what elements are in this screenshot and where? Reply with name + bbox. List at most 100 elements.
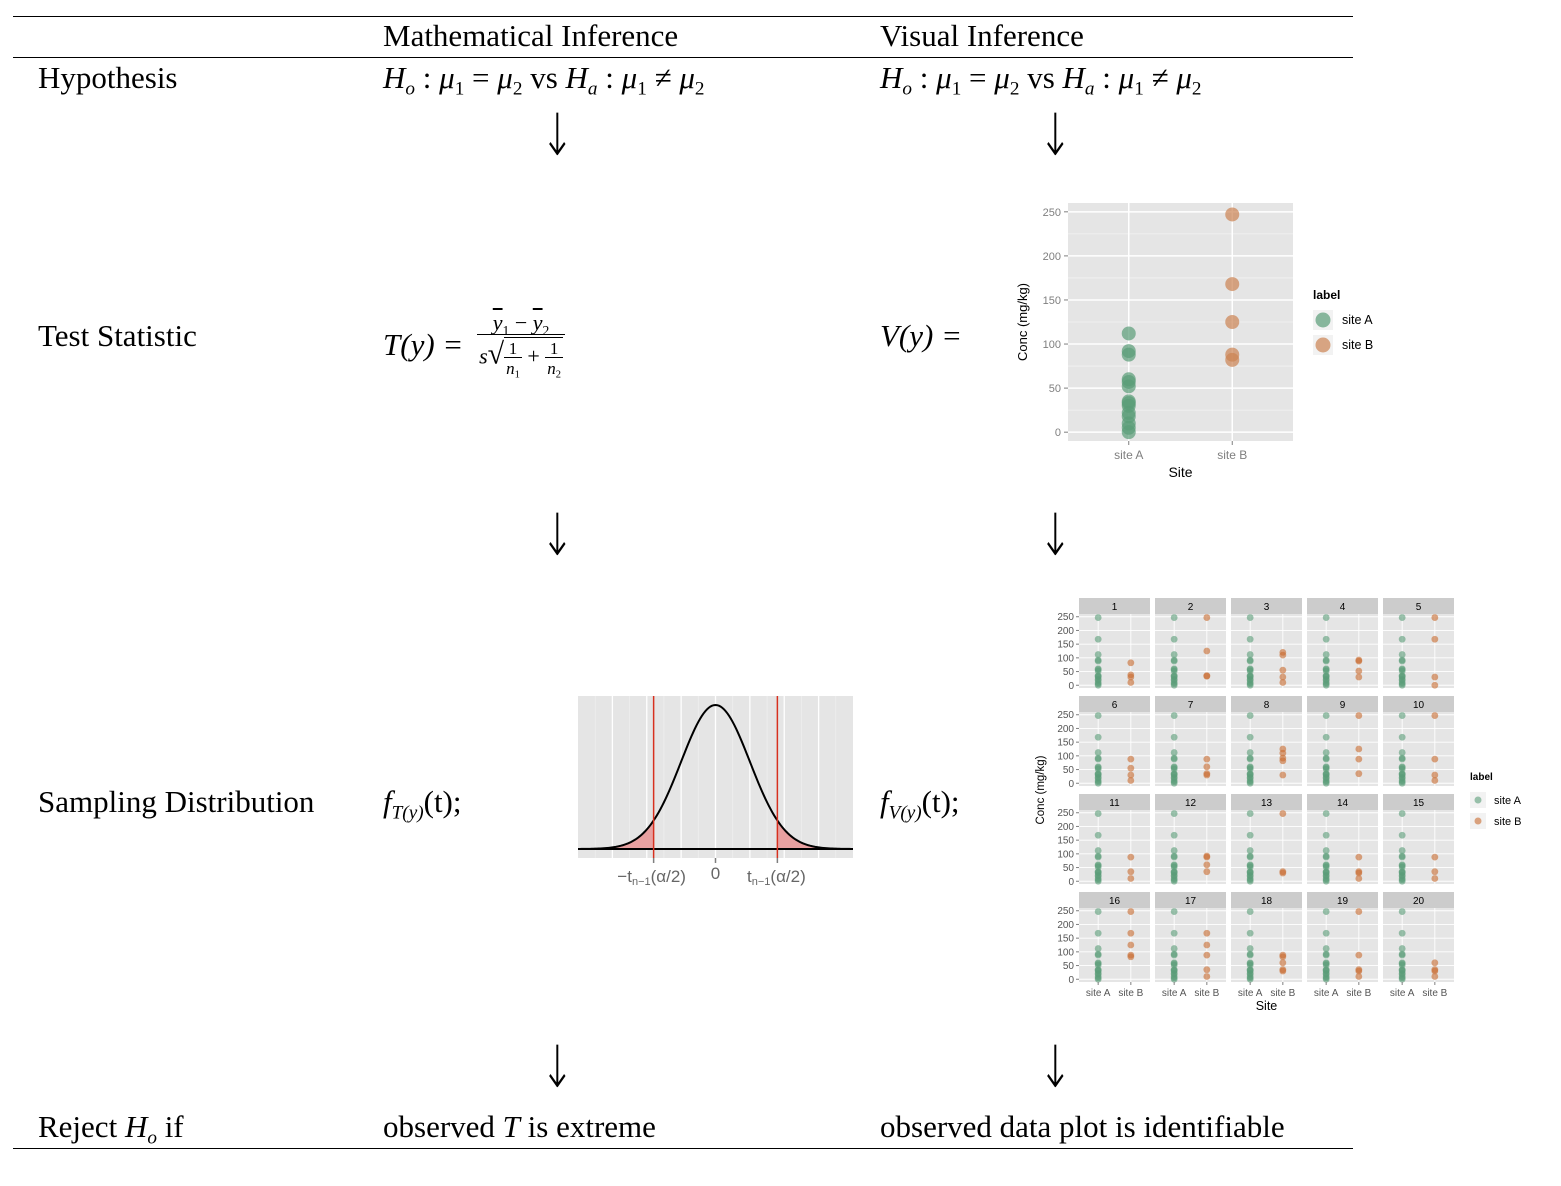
- data-point: [1398, 635, 1406, 643]
- data-point: [1279, 771, 1287, 779]
- panel-label: 11: [1109, 798, 1120, 809]
- data-point: [1121, 394, 1136, 409]
- data-point: [1355, 745, 1363, 753]
- panel-strip: [1383, 598, 1454, 614]
- panel-label: 7: [1188, 700, 1194, 711]
- legend-label: site A: [1342, 313, 1373, 327]
- panel-label: 5: [1416, 602, 1422, 613]
- y-tick-label: 150: [1057, 934, 1074, 945]
- y-tick-label: 50: [1063, 863, 1075, 874]
- x-tick-label: site A: [1314, 988, 1339, 999]
- y-tick-label: 200: [1057, 920, 1074, 931]
- data-point: [1398, 847, 1406, 854]
- data-point: [1398, 868, 1406, 876]
- data-point: [1121, 326, 1136, 341]
- data-point: [1094, 945, 1102, 952]
- data-point: [1127, 868, 1135, 876]
- data-point: [1279, 648, 1287, 656]
- data-point: [1094, 770, 1102, 778]
- panel-strip: [1155, 696, 1226, 712]
- data-point: [1322, 847, 1330, 854]
- panel-background: [1079, 810, 1150, 884]
- visual-statistic-formula: V(y) =: [880, 318, 963, 353]
- panel-strip: [1155, 892, 1226, 908]
- data-point: [1094, 763, 1102, 771]
- data-point: [1398, 831, 1406, 839]
- panel-background: [1307, 908, 1378, 982]
- data-point: [1246, 763, 1254, 771]
- y-tick-label: 200: [1057, 626, 1074, 637]
- data-point: [1094, 847, 1102, 854]
- data-point: [1279, 951, 1287, 959]
- panel-strip: [1079, 696, 1150, 712]
- data-point: [1203, 941, 1211, 949]
- data-point: [1279, 745, 1287, 753]
- data-point: [1322, 950, 1330, 958]
- data-point: [1431, 755, 1439, 763]
- data-point: [1225, 277, 1240, 292]
- data-point: [1170, 770, 1178, 778]
- panel-label: 6: [1112, 700, 1118, 711]
- data-point: [1094, 966, 1102, 974]
- data-point: [1279, 959, 1287, 967]
- y-tick-label: 200: [1057, 822, 1074, 833]
- sampling-math-formula: fT(y)(t);: [383, 784, 462, 824]
- data-point: [1170, 749, 1178, 756]
- y-tick-label: 200: [1043, 251, 1061, 263]
- x-tick-label: 0: [711, 864, 720, 883]
- data-point: [1127, 951, 1135, 959]
- data-point: [1322, 810, 1330, 817]
- data-point: [1322, 908, 1330, 915]
- panel-label: 9: [1340, 700, 1346, 711]
- data-point: [1398, 749, 1406, 756]
- panel-label: 14: [1337, 798, 1349, 809]
- data-point: [1094, 656, 1102, 664]
- data-point: [1431, 966, 1439, 974]
- data-point: [1431, 853, 1439, 861]
- data-point: [1094, 929, 1102, 937]
- observed-data-scatter-plot: 0 50 100 150 200 250 site A site B Site Conc (mg/…: [1015, 203, 1373, 480]
- data-point: [1127, 671, 1135, 679]
- y-tick-label: 150: [1043, 295, 1061, 307]
- panel-background: [1383, 614, 1454, 688]
- data-point: [1127, 929, 1135, 937]
- data-point: [1322, 733, 1330, 741]
- reject-visual-criterion: observed data plot is identifiable: [880, 1109, 1285, 1144]
- data-point: [1203, 614, 1211, 621]
- data-point: [1322, 635, 1330, 643]
- data-point: [1094, 831, 1102, 839]
- data-point: [1398, 908, 1406, 915]
- data-point: [1431, 771, 1439, 779]
- y-tick-label: 250: [1057, 710, 1074, 721]
- y-axis-label: Conc (mg/kg): [1015, 283, 1030, 361]
- data-point: [1127, 777, 1135, 784]
- y-tick-label: 0: [1068, 975, 1074, 986]
- panel-background: [1155, 712, 1226, 786]
- panel-label: 2: [1188, 602, 1194, 613]
- table-header-rule: [13, 57, 1353, 58]
- x-tick-label: site A: [1390, 988, 1415, 999]
- y-tick-label: 50: [1063, 765, 1075, 776]
- data-point: [1431, 973, 1439, 980]
- reject-prefix: Reject: [38, 1109, 118, 1144]
- data-point: [1431, 614, 1439, 621]
- data-point: [1398, 754, 1406, 762]
- data-point: [1203, 770, 1211, 778]
- panel-background: [1307, 614, 1378, 688]
- x-axis-label: Site: [1256, 999, 1278, 1013]
- data-point: [1127, 908, 1135, 915]
- panel-background: [1383, 712, 1454, 786]
- sampling-visual-formula: fV(y)(t);: [880, 784, 960, 824]
- data-point: [1398, 959, 1406, 967]
- left-tail-area: [578, 820, 654, 849]
- panel-label: 17: [1185, 896, 1197, 907]
- panel-background: [1079, 614, 1150, 688]
- y-tick-label: 250: [1057, 612, 1074, 623]
- arrow-down-icon: ↓: [540, 101, 575, 169]
- data-point: [1170, 945, 1178, 952]
- data-point: [1322, 651, 1330, 658]
- data-point: [1246, 672, 1254, 680]
- data-point: [1322, 929, 1330, 937]
- legend-title: label: [1313, 288, 1340, 302]
- panel-background: [1079, 712, 1150, 786]
